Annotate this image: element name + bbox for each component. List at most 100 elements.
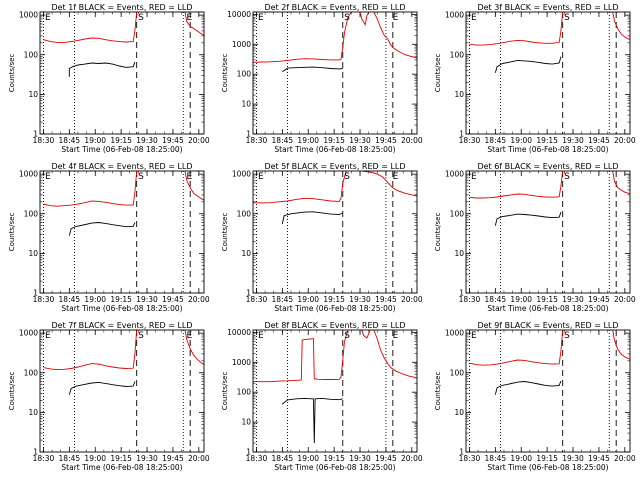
y-axis-label: Counts/sec bbox=[221, 213, 229, 252]
y-tick-label: 10 bbox=[28, 90, 38, 99]
x-tick-label: 18:30 bbox=[459, 454, 481, 463]
chart-title: Det 3f BLACK = Events, RED = LLD bbox=[477, 3, 618, 12]
plot-frame bbox=[252, 11, 418, 135]
x-axis-label: Start Time (06-Feb-08 18:25:00) bbox=[61, 463, 182, 472]
lld-series-line bbox=[612, 330, 630, 360]
y-tick-label: 1000 bbox=[232, 358, 251, 367]
event-marker-label: E bbox=[187, 172, 193, 182]
x-tick-label: 19:45 bbox=[162, 454, 184, 463]
y-tick-label: 1000 bbox=[19, 11, 38, 20]
y-axis-label: Counts/sec bbox=[221, 54, 229, 93]
event-marker-label: E bbox=[45, 331, 51, 341]
x-tick-label: 19:45 bbox=[375, 295, 397, 304]
x-tick-label: 19:00 bbox=[84, 454, 106, 463]
y-tick-label: 1000 bbox=[19, 170, 38, 179]
y-tick-label: 1 bbox=[459, 448, 464, 457]
lld-series-line bbox=[253, 12, 352, 63]
x-tick-label: 19:15 bbox=[323, 295, 345, 304]
y-tick-label: 1 bbox=[459, 289, 464, 298]
x-tick-label: 19:30 bbox=[562, 295, 584, 304]
x-tick-label: 18:30 bbox=[459, 136, 481, 145]
x-tick-label: 19:15 bbox=[323, 136, 345, 145]
x-tick-label: 19:30 bbox=[136, 295, 158, 304]
x-tick-label: 19:30 bbox=[349, 136, 371, 145]
lld-series-line bbox=[184, 12, 204, 36]
event-marker-label: S bbox=[564, 13, 570, 23]
event-marker-label: E bbox=[393, 172, 399, 182]
y-tick-label: 1 bbox=[459, 130, 464, 139]
x-axis-label: Start Time (06-Feb-08 18:25:00) bbox=[487, 463, 608, 472]
x-tick-label: 19:15 bbox=[110, 295, 132, 304]
y-tick-label: 100 bbox=[24, 50, 39, 59]
y-tick-label: 1 bbox=[33, 448, 38, 457]
events-series-line bbox=[282, 397, 343, 444]
plot-frame bbox=[465, 11, 631, 135]
x-tick-label: 18:45 bbox=[485, 295, 507, 304]
y-tick-label: 1000 bbox=[232, 40, 251, 49]
y-tick-label: 10 bbox=[454, 90, 464, 99]
x-tick-label: 18:30 bbox=[33, 136, 55, 145]
event-marker-label: E bbox=[471, 13, 477, 23]
chart-panel: Det 1f BLACK = Events, RED = LLD Counts/s… bbox=[8, 3, 210, 154]
x-tick-label: 19:45 bbox=[375, 454, 397, 463]
event-marker-label: E bbox=[393, 13, 399, 23]
plot-frame bbox=[465, 329, 631, 453]
x-tick-label: 19:00 bbox=[84, 295, 106, 304]
x-tick-label: 18:30 bbox=[33, 454, 55, 463]
chart-panel: Det 2f BLACK = Events, RED = LLD Counts/s… bbox=[221, 3, 423, 154]
x-tick-label: 19:15 bbox=[536, 454, 558, 463]
lld-series-line bbox=[373, 12, 417, 59]
x-tick-label: 19:15 bbox=[323, 454, 345, 463]
chart-panel: Det 4f BLACK = Events, RED = LLD Counts/s… bbox=[8, 162, 210, 313]
events-series-line bbox=[68, 381, 136, 395]
x-tick-label: 19:45 bbox=[162, 136, 184, 145]
plot-frame bbox=[465, 170, 631, 294]
x-tick-label: 18:30 bbox=[246, 454, 268, 463]
x-tick-label: 19:00 bbox=[510, 295, 532, 304]
x-tick-label: 18:45 bbox=[485, 454, 507, 463]
chart-title: Det 9f BLACK = Events, RED = LLD bbox=[477, 321, 618, 330]
y-tick-label: 1 bbox=[246, 130, 251, 139]
event-marker-label: E bbox=[45, 13, 51, 23]
x-tick-label: 19:15 bbox=[536, 136, 558, 145]
x-axis-label: Start Time (06-Feb-08 18:25:00) bbox=[61, 304, 182, 313]
x-tick-label: 20:00 bbox=[614, 295, 636, 304]
event-marker-label: E bbox=[471, 172, 477, 182]
x-tick-label: 18:45 bbox=[272, 295, 294, 304]
x-tick-label: 20:00 bbox=[401, 454, 423, 463]
event-marker-label: E bbox=[471, 331, 477, 341]
event-marker-label: S bbox=[564, 172, 570, 182]
lld-series-line bbox=[612, 171, 630, 195]
events-series-line bbox=[68, 222, 136, 236]
event-marker-label: S bbox=[344, 331, 350, 341]
x-axis-label: Start Time (06-Feb-08 18:25:00) bbox=[487, 304, 608, 313]
y-tick-label: 100 bbox=[237, 388, 252, 397]
events-series-line bbox=[494, 211, 562, 226]
lld-series-line bbox=[469, 12, 564, 46]
lld-series-line bbox=[469, 330, 564, 366]
y-axis-label: Counts/sec bbox=[8, 54, 16, 93]
y-tick-label: 10000 bbox=[227, 10, 251, 19]
y-axis-label: Counts/sec bbox=[221, 372, 229, 411]
x-tick-label: 18:45 bbox=[485, 136, 507, 145]
x-tick-label: 19:00 bbox=[297, 295, 319, 304]
y-axis-label: Counts/sec bbox=[8, 213, 16, 252]
event-marker-label: E bbox=[45, 172, 51, 182]
event-marker-label: S bbox=[138, 172, 144, 182]
x-tick-label: 19:15 bbox=[110, 454, 132, 463]
chart-title: Det 5f BLACK = Events, RED = LLD bbox=[264, 162, 405, 171]
lld-series-line bbox=[359, 12, 370, 26]
chart-panel: Det 3f BLACK = Events, RED = LLD Counts/s… bbox=[434, 3, 636, 154]
event-marker-label: S bbox=[138, 331, 144, 341]
y-tick-label: 100 bbox=[450, 368, 465, 377]
x-tick-label: 19:00 bbox=[84, 136, 106, 145]
x-tick-label: 18:45 bbox=[272, 454, 294, 463]
x-tick-label: 20:00 bbox=[614, 454, 636, 463]
x-tick-label: 19:00 bbox=[297, 136, 319, 145]
plot-frame bbox=[252, 329, 418, 453]
event-marker-label: E bbox=[258, 13, 264, 23]
chart-title: Det 4f BLACK = Events, RED = LLD bbox=[51, 162, 192, 171]
x-tick-label: 20:00 bbox=[188, 136, 210, 145]
event-marker-label: S bbox=[138, 13, 144, 23]
